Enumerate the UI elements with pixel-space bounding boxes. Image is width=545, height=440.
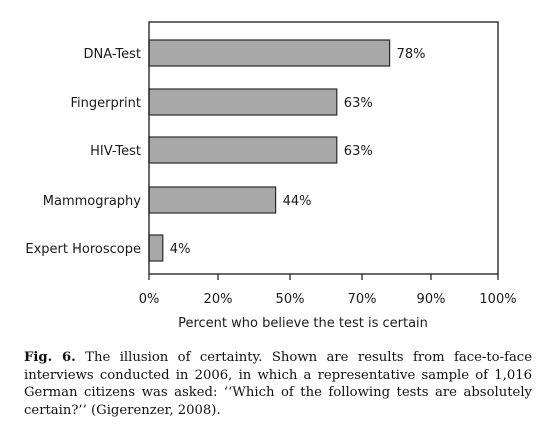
figure-caption: Fig. 6. The illusion of certainty. Shown… [24, 349, 532, 419]
bar-mammography [148, 186, 277, 214]
data-label-dna-test: 78% [397, 47, 426, 62]
x-tick-label-50: 50% [276, 292, 305, 307]
data-label-hiv-test: 63% [344, 144, 373, 159]
bar-expert-horoscope [148, 234, 164, 262]
x-tick-label-0: 0% [139, 292, 160, 307]
bar-dna-test [148, 39, 391, 67]
data-label-expert-horoscope: 4% [170, 242, 191, 257]
bars-layer [148, 39, 391, 262]
x-tick-label-70: 70% [348, 292, 377, 307]
category-label-dna-test: DNA-Test [84, 47, 141, 62]
bar-chart: DNA-Test 78% Fingerprint 63% HIV-Test 63% Mamm… [25, 21, 517, 331]
category-label-hiv-test: HIV-Test [90, 144, 141, 159]
data-label-fingerprint: 63% [344, 96, 373, 111]
data-label-mammography: 44% [283, 194, 312, 209]
category-label-mammography: Mammography [43, 194, 142, 209]
category-label-expert-horoscope: Expert Horoscope [25, 242, 141, 257]
x-axis-title: Percent who believe the test is certain [178, 316, 428, 331]
bar-hiv-test [148, 136, 338, 164]
plot-frame [148, 21, 499, 275]
x-tick-label-20: 20% [204, 292, 233, 307]
x-tick-label-100: 100% [479, 292, 516, 307]
labels-layer: DNA-Test 78% Fingerprint 63% HIV-Test 63% Mamm… [25, 47, 425, 257]
figure-label: Fig. 6. [24, 350, 76, 365]
x-tick-label-90: 90% [417, 292, 446, 307]
caption-text: The illusion of certainty. Shown are res… [24, 350, 533, 418]
bar-fingerprint [148, 88, 338, 116]
category-label-fingerprint: Fingerprint [70, 96, 141, 111]
axis-layer: 0% 20% 50% 70% 90% 100% [139, 21, 517, 307]
